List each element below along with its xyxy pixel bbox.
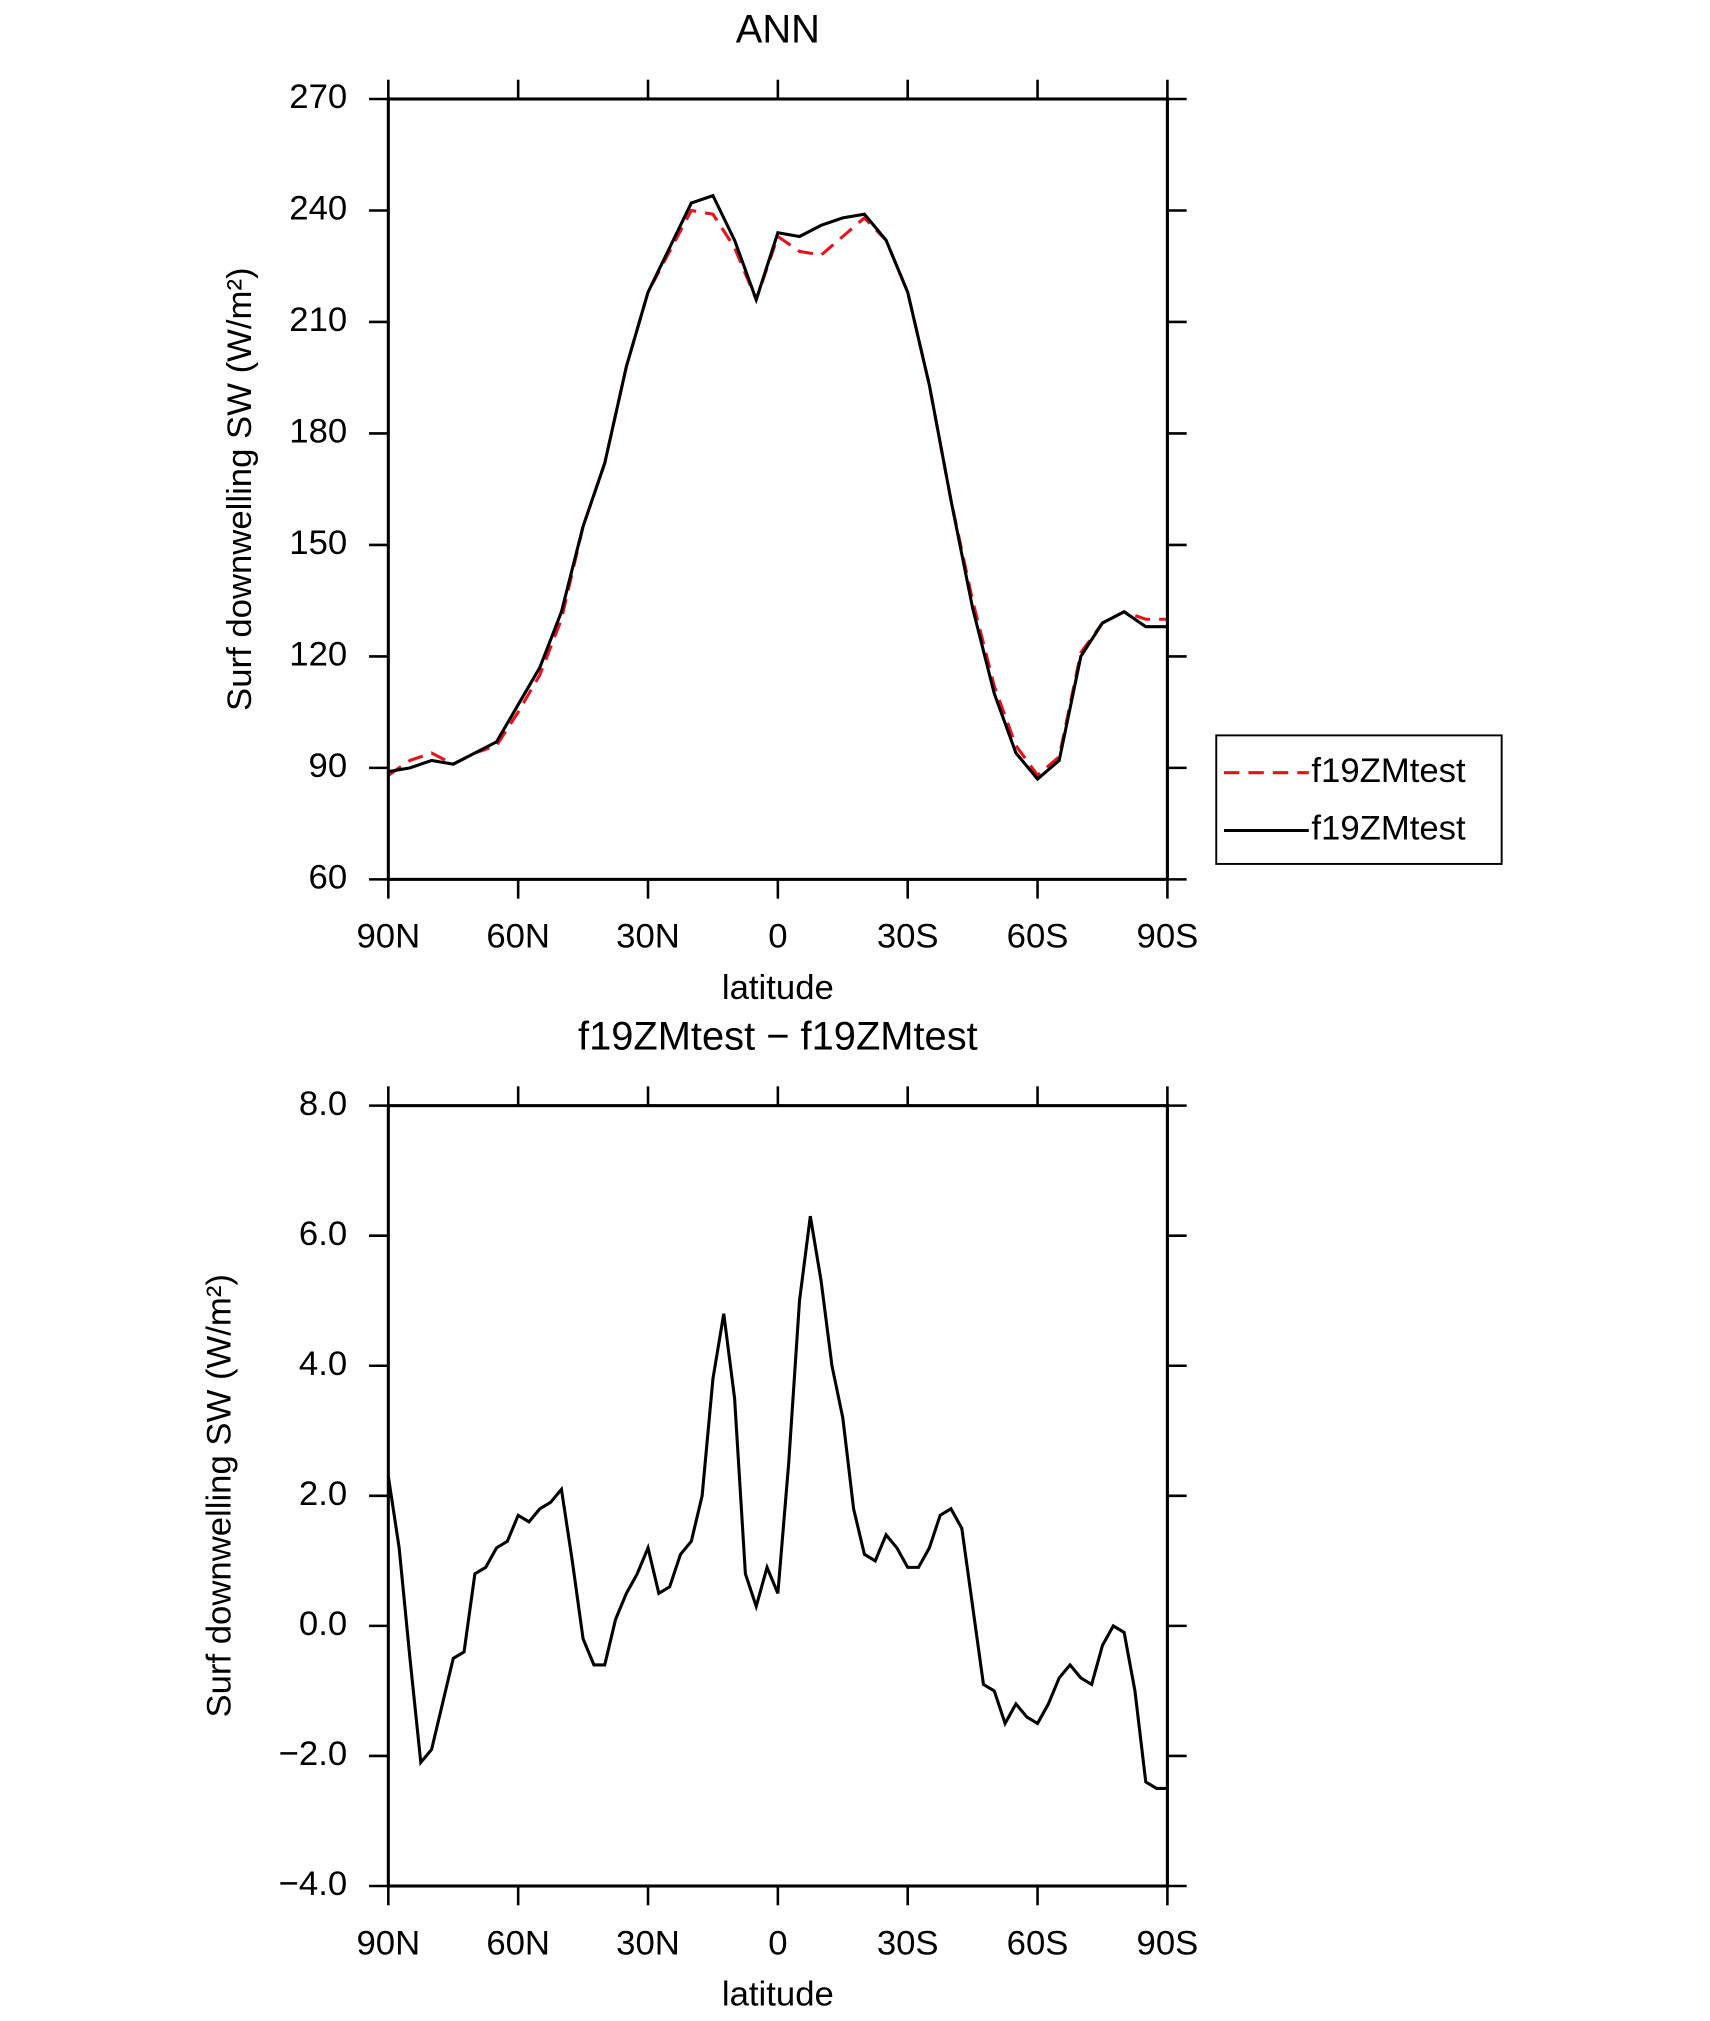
y-tick-label: 210 [289, 301, 347, 339]
x-axis-label: latitude [722, 969, 834, 1007]
chart-title: f19ZMtest − f19ZMtest [578, 1014, 978, 1058]
legend-box [1215, 734, 1503, 865]
y-tick-label: −4.0 [279, 1865, 348, 1903]
y-tick-label: −2.0 [279, 1735, 348, 1773]
x-tick-label: 90N [356, 918, 420, 956]
x-tick-label: 0 [768, 1924, 787, 1962]
y-tick-label: 2.0 [299, 1475, 347, 1513]
x-tick-label: 60S [1007, 1924, 1069, 1962]
x-tick-label: 0 [768, 918, 787, 956]
y-tick-label: 0.0 [299, 1605, 347, 1643]
y-tick-label: 240 [289, 190, 347, 228]
legend-label: f19ZMtest [1311, 752, 1466, 790]
y-tick-label: 180 [289, 413, 347, 451]
y-tick-label: 6.0 [299, 1215, 347, 1253]
x-tick-label: 30S [877, 1924, 939, 1962]
x-tick-label: 60N [486, 918, 550, 956]
legend-label: f19ZMtest [1311, 810, 1466, 848]
x-tick-label: 60N [486, 1924, 550, 1962]
data-line [387, 208, 1168, 778]
chart-title: ANN [736, 8, 820, 52]
x-tick-label: 90S [1137, 1924, 1199, 1962]
data-line [388, 193, 1168, 782]
y-axis-label: Surf downwelling SW (W/m²) [221, 267, 259, 711]
plot-frame [386, 1104, 1169, 1888]
x-tick-label: 30S [877, 918, 939, 956]
plot-frame [386, 97, 1169, 881]
y-tick-label: 270 [289, 78, 347, 116]
x-tick-label: 90N [356, 1924, 420, 1962]
y-axis-label: Surf downwelling SW (W/m²) [200, 1274, 238, 1718]
x-tick-label: 60S [1007, 918, 1069, 956]
y-tick-label: 8.0 [299, 1085, 347, 1123]
y-tick-label: 4.0 [299, 1345, 347, 1383]
x-axis-label: latitude [722, 1976, 834, 2014]
y-tick-label: 120 [289, 636, 347, 674]
y-tick-label: 60 [309, 859, 348, 897]
x-tick-label: 30N [616, 1924, 680, 1962]
y-tick-label: 90 [309, 747, 348, 785]
x-tick-label: 90S [1137, 918, 1199, 956]
data-line [386, 1215, 1168, 1791]
x-tick-label: 30N [616, 918, 680, 956]
y-tick-label: 150 [289, 524, 347, 562]
